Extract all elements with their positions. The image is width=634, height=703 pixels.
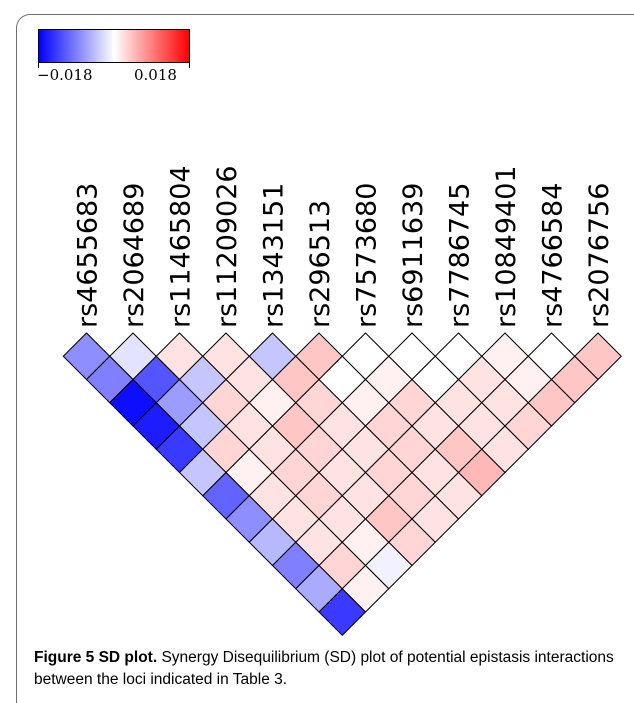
locus-label-rs296513: rs296513 bbox=[305, 200, 336, 328]
sd-cell-1-12 bbox=[318, 588, 367, 636]
locus-label-rs10849401: rs10849401 bbox=[491, 165, 522, 328]
locus-label-rs4766584: rs4766584 bbox=[538, 183, 569, 328]
figure-frame bbox=[16, 14, 634, 703]
locus-label-rs6911639: rs6911639 bbox=[398, 183, 429, 328]
color-scale-min-label: −0.018 bbox=[37, 66, 93, 84]
locus-label-rs1343151: rs1343151 bbox=[259, 183, 290, 328]
color-scale-max-label: 0.018 bbox=[134, 66, 177, 84]
locus-label-rs7786745: rs7786745 bbox=[445, 183, 476, 328]
color-scale-min-tick bbox=[38, 63, 39, 68]
figure-caption: Figure 5 SD plot. Synergy Disequilibrium… bbox=[34, 647, 614, 691]
locus-label-rs11465804: rs11465804 bbox=[166, 165, 197, 328]
locus-label-rs7573680: rs7573680 bbox=[352, 183, 383, 328]
caption-label: Figure 5 SD plot. bbox=[34, 649, 158, 666]
caption-text: Synergy Disequilibrium (SD) plot of pote… bbox=[34, 649, 614, 688]
locus-label-rs4655683: rs4655683 bbox=[73, 183, 104, 328]
locus-label-rs2064689: rs2064689 bbox=[119, 183, 150, 328]
color-scale-max-tick bbox=[189, 63, 190, 68]
locus-label-rs2076756: rs2076756 bbox=[584, 183, 615, 328]
sd-plot: rs4655683 rs2064689 rs11465804 rs11209026 rs… bbox=[62, 165, 622, 636]
color-scale-bar bbox=[38, 29, 190, 63]
locus-label-rs11209026: rs11209026 bbox=[212, 165, 243, 328]
